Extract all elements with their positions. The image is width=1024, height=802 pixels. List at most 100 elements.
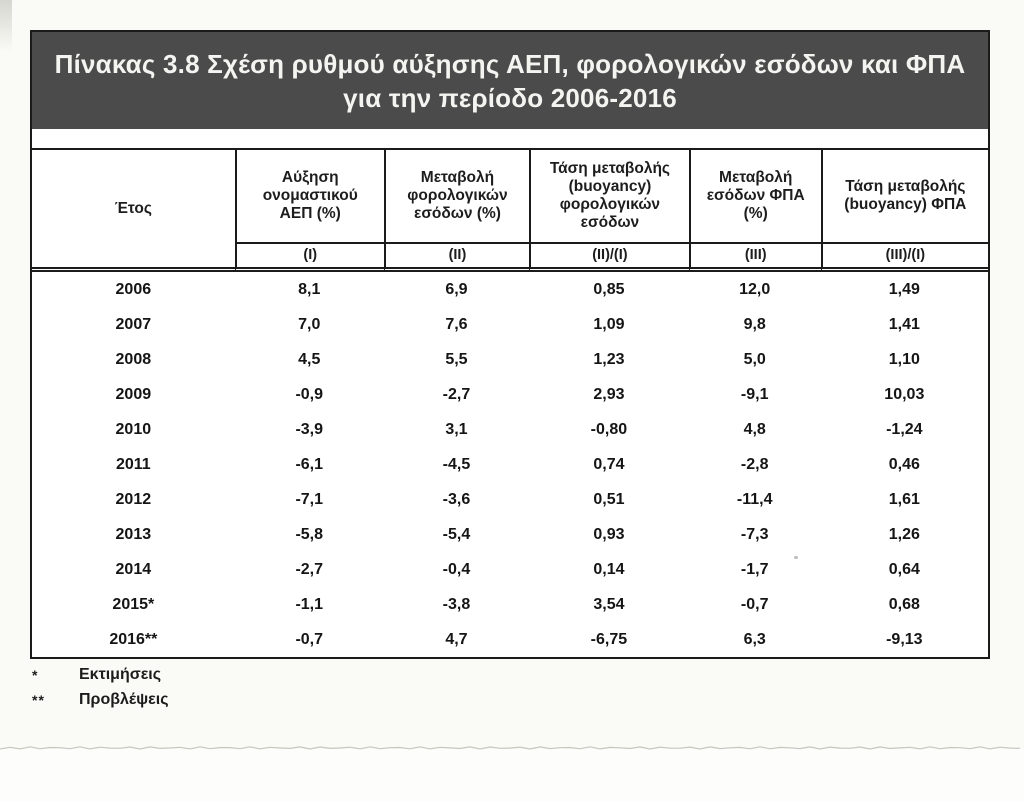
- value-cell: -4,5: [442, 455, 471, 473]
- value-cell: -2,7: [442, 385, 471, 403]
- table-row: 2009 -0,9 -2,7 2,93 -9,1 10,03: [32, 377, 988, 412]
- subheader-cell-iii-i: (III)/(I): [820, 242, 988, 272]
- title-line-1: Πίνακας 3.8 Σχέση ρυθμού αύξησης ΑΕΠ, φο…: [54, 49, 966, 79]
- value-cell: 1,23: [593, 350, 625, 368]
- value-cell: -3,9: [295, 420, 324, 438]
- value-cell: 8,1: [298, 280, 321, 298]
- table-body: 2006 8,1 6,9 0,85 12,0 1,49 2007 7,0 7,6 1,09 9,8 1…: [32, 272, 988, 657]
- value-cell: -2,7: [295, 560, 324, 578]
- value-cell: 12,0: [739, 280, 771, 298]
- table-title-bar: Πίνακας 3.8 Σχέση ρυθμού αύξησης ΑΕΠ, φο…: [32, 32, 988, 129]
- value-cell: -1,1: [295, 595, 324, 613]
- value-cell: 4,7: [445, 630, 468, 648]
- value-cell: -7,3: [740, 525, 769, 543]
- value-cell: 5,0: [743, 350, 766, 368]
- footnote-item: * Εκτιμήσεις: [32, 662, 169, 687]
- value-cell: 0,64: [888, 560, 920, 578]
- column-header-tax-revenue-change: Μεταβολή φορολογικών εσόδων (%): [383, 150, 529, 242]
- year-cell: 2011: [115, 455, 151, 473]
- value-cell: -5,8: [295, 525, 324, 543]
- value-cell: 0,74: [593, 455, 625, 473]
- value-cell: 9,8: [743, 315, 766, 333]
- value-cell: 1,49: [888, 280, 920, 298]
- value-cell: -3,8: [442, 595, 471, 613]
- value-cell: -1,24: [886, 420, 923, 438]
- value-cell: 0,93: [593, 525, 625, 543]
- footnote-text: Εκτιμήσεις: [79, 665, 162, 683]
- value-cell: 5,5: [445, 350, 468, 368]
- footnotes: * Εκτιμήσεις ** Προβλέψεις: [32, 662, 169, 712]
- value-cell: 7,6: [445, 315, 468, 333]
- table-row: 2014 -2,7 -0,4 0,14 -1,7 0,64: [32, 552, 988, 587]
- value-cell: -5,4: [442, 525, 471, 543]
- title-line-2: για την περίοδο 2006-2016: [343, 83, 677, 113]
- table-row: 2011 -6,1 -4,5 0,74 -2,8 0,46: [32, 447, 988, 482]
- value-cell: 0,14: [593, 560, 625, 578]
- value-cell: 1,61: [888, 490, 920, 508]
- footnote-marker: **: [32, 691, 45, 708]
- value-cell: 7,0: [298, 315, 321, 333]
- value-cell: 1,26: [888, 525, 920, 543]
- value-cell: 2,93: [593, 385, 625, 403]
- table-row: 2008 4,5 5,5 1,23 5,0 1,10: [32, 342, 988, 377]
- value-cell: -11,4: [736, 490, 773, 508]
- year-cell: 2012: [115, 490, 152, 508]
- value-cell: 0,51: [593, 490, 625, 508]
- year-cell: 2008: [115, 350, 152, 368]
- value-cell: 3,1: [445, 420, 468, 438]
- value-cell: -9,13: [886, 630, 923, 648]
- subheader-cell-i: (I): [234, 242, 384, 272]
- column-header-vat-revenue-change: Μεταβολή εσόδων ΦΠΑ (%): [688, 150, 821, 242]
- table-row: 2015* -1,1 -3,8 3,54 -0,7 0,68: [32, 587, 988, 622]
- column-header-vat-buoyancy: Τάση μεταβολής (buoyancy) ΦΠΑ: [820, 150, 988, 242]
- value-cell: 6,3: [743, 630, 766, 648]
- subheader-row: (I) (II) (II)/(I) (III) (III)/(I): [32, 242, 988, 272]
- year-cell: 2009: [115, 385, 152, 403]
- year-cell: 2016**: [109, 630, 158, 648]
- spacer-strip: [32, 129, 988, 150]
- subheader-cell-ii-i: (II)/(I): [529, 242, 689, 272]
- value-cell: 1,10: [888, 350, 920, 368]
- value-cell: -6,75: [590, 630, 628, 648]
- table-header: Έτος Αύξηση ονομαστικού ΑΕΠ (%) Μεταβολή…: [32, 150, 988, 272]
- value-cell: -2,8: [740, 455, 769, 473]
- value-cell: 4,8: [743, 420, 766, 438]
- table-row: 2010 -3,9 3,1 -0,80 4,8 -1,24: [32, 412, 988, 447]
- value-cell: 0,85: [593, 280, 625, 298]
- value-cell: -7,1: [295, 490, 324, 508]
- table-row: 2012 -7,1 -3,6 0,51 -11,4 1,61: [32, 482, 988, 517]
- value-cell: 4,5: [298, 350, 321, 368]
- year-cell: 2010: [115, 420, 152, 438]
- value-cell: -0,7: [295, 630, 324, 648]
- footnote-text: Προβλέψεις: [79, 690, 169, 708]
- table-row: 2016** -0,7 4,7 -6,75 6,3 -9,13: [32, 622, 988, 657]
- value-cell: 1,41: [888, 315, 920, 333]
- column-header-gdp-growth: Αύξηση ονομαστικού ΑΕΠ (%): [234, 150, 384, 242]
- footnote-marker: *: [32, 666, 39, 683]
- table-row: 2007 7,0 7,6 1,09 9,8 1,41: [32, 307, 988, 342]
- subheader-cell-ii: (II): [383, 242, 530, 272]
- value-cell: 0,46: [888, 455, 920, 473]
- value-cell: 0,68: [888, 595, 920, 613]
- value-cell: -6,1: [295, 455, 324, 473]
- value-cell: 6,9: [445, 280, 468, 298]
- data-table: Έτος Αύξηση ονομαστικού ΑΕΠ (%) Μεταβολή…: [32, 150, 988, 657]
- column-header-year: Έτος: [32, 150, 235, 272]
- page-below-tear: [0, 749, 1024, 802]
- value-cell: 10,03: [884, 385, 925, 403]
- value-cell: -0,9: [295, 385, 324, 403]
- value-cell: -9,1: [740, 385, 769, 403]
- value-cell: -0,4: [442, 560, 471, 578]
- column-header-tax-buoyancy: Τάση μεταβολής (buoyancy) φορολογικών εσ…: [529, 150, 689, 242]
- footnote-item: ** Προβλέψεις: [32, 687, 169, 712]
- year-cell: 2006: [115, 280, 152, 298]
- table-row: 2006 8,1 6,9 0,85 12,0 1,49: [32, 272, 988, 307]
- subheader-cell-iii: (III): [688, 242, 821, 272]
- scanner-edge-streak: [0, 0, 12, 52]
- table-row: 2013 -5,8 -5,4 0,93 -7,3 1,26: [32, 517, 988, 552]
- header-row: Έτος Αύξηση ονομαστικού ΑΕΠ (%) Μεταβολή…: [32, 150, 988, 272]
- year-cell: 2007: [115, 315, 152, 333]
- value-cell: -3,6: [442, 490, 471, 508]
- value-cell: -1,7: [740, 560, 769, 578]
